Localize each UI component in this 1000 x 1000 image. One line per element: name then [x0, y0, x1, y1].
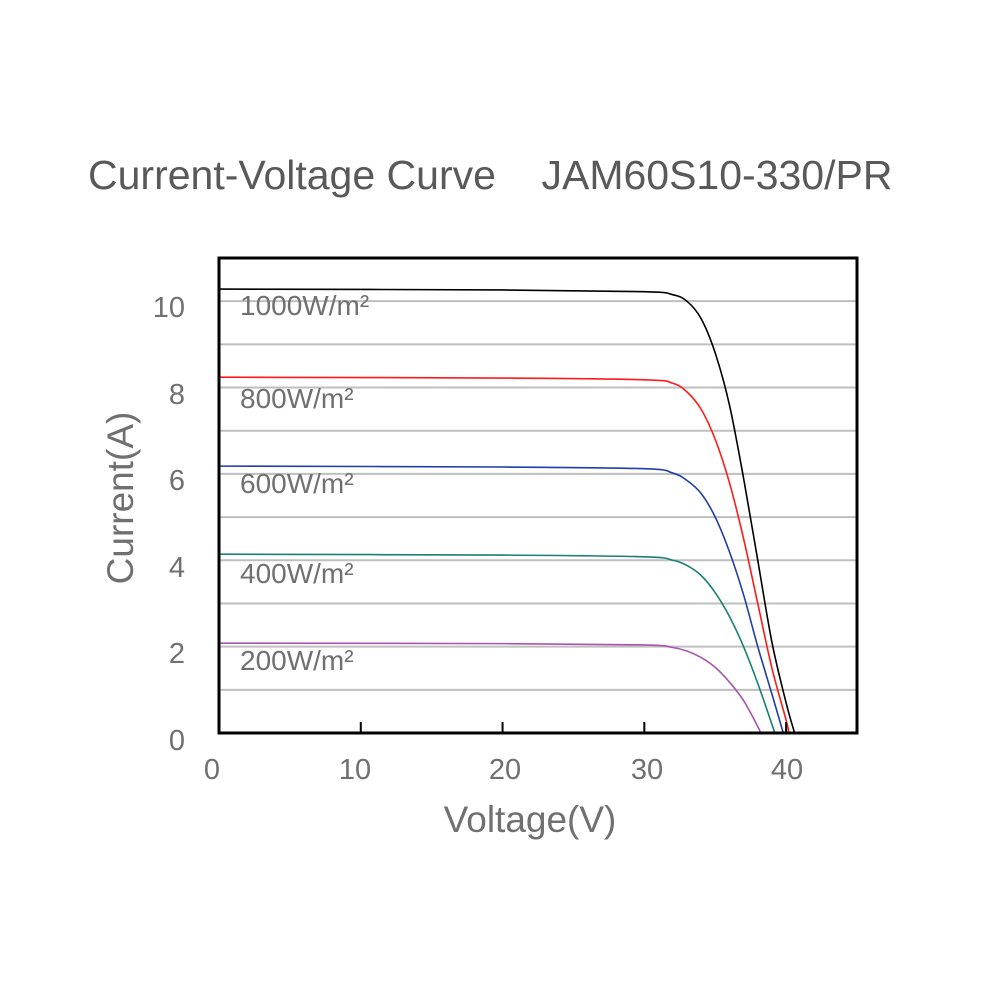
y-axis-title: Current(A) — [100, 412, 141, 585]
curve-label-1000: 1000W/m² — [240, 290, 369, 321]
x-tick-labels: 0 10 20 30 40 — [204, 754, 803, 786]
iv-curve-line — [218, 642, 762, 734]
x-tick-label: 10 — [339, 754, 371, 786]
y-tick-labels: 0 2 4 6 8 10 — [153, 292, 185, 757]
x-axis-title: Voltage(V) — [444, 799, 617, 840]
curve-label-400: 400W/m² — [240, 558, 354, 589]
y-tick-label: 8 — [169, 379, 185, 411]
iv-curve-line — [218, 465, 785, 734]
iv-curves — [218, 288, 796, 734]
y-tick-label: 6 — [169, 465, 185, 497]
iv-curve-line — [218, 553, 776, 734]
y-tick-label: 2 — [169, 638, 185, 670]
y-tick-label: 0 — [169, 725, 185, 757]
plot-frame — [217, 256, 859, 735]
curve-label-200: 200W/m² — [240, 645, 354, 676]
y-tick-label: 4 — [169, 552, 185, 584]
x-tick-label: 20 — [489, 754, 521, 786]
curve-label-800: 800W/m² — [240, 383, 354, 414]
x-tick-label: 40 — [771, 754, 803, 786]
x-tick-label: 30 — [631, 754, 663, 786]
y-tick-label: 10 — [153, 292, 185, 324]
curve-label-600: 600W/m² — [240, 468, 354, 499]
iv-curve-line — [218, 288, 796, 734]
x-ticks — [359, 722, 788, 733]
chart-title: Current-Voltage Curve JAM60S10-330/PR — [88, 152, 893, 198]
curve-labels: 1000W/m² 800W/m² 600W/m² 400W/m² 200W/m² — [240, 290, 369, 676]
iv-curve-line — [218, 376, 790, 734]
x-tick-label: 0 — [204, 754, 220, 786]
